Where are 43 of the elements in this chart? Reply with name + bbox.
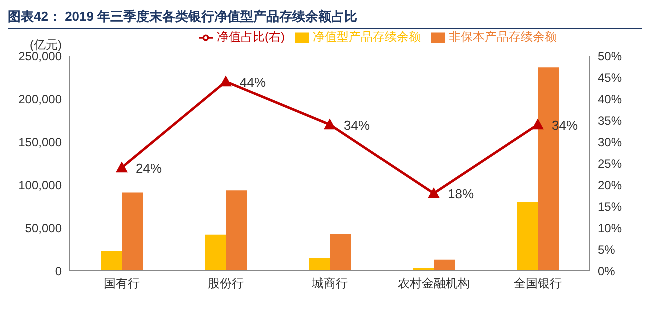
bar bbox=[122, 192, 144, 271]
point bbox=[220, 76, 232, 87]
y2-tick-label: 50% bbox=[598, 49, 622, 64]
y2-tick-label: 25% bbox=[598, 156, 622, 171]
y-tick-label: 0 bbox=[55, 264, 62, 278]
data-label: 34% bbox=[344, 118, 370, 133]
y2-tick-label: 20% bbox=[598, 178, 622, 192]
y2-tick-label: 45% bbox=[598, 70, 622, 85]
bar bbox=[330, 234, 352, 271]
y2-tick-label: 0% bbox=[598, 264, 616, 278]
x-tick-label: 全国银行 bbox=[514, 276, 562, 291]
legend-label: 净值型产品存续余额 bbox=[313, 30, 421, 44]
y-tick-label: 100,000 bbox=[18, 178, 62, 192]
chart-title: 图表42： 2019 年三季度末各类银行净值型产品存续余额占比 bbox=[8, 8, 642, 29]
x-tick-label: 国有行 bbox=[104, 276, 140, 291]
data-label: 18% bbox=[448, 186, 474, 202]
data-label: 44% bbox=[240, 74, 266, 90]
bar bbox=[205, 234, 226, 271]
bar bbox=[434, 260, 456, 271]
bar bbox=[517, 202, 538, 271]
legend-label: 非保本产品存续余额 bbox=[449, 30, 557, 44]
bar bbox=[309, 258, 330, 271]
point bbox=[324, 118, 336, 130]
legend-label: 净值占比(右) bbox=[217, 30, 285, 44]
bar bbox=[226, 190, 248, 271]
bar bbox=[101, 251, 122, 271]
y2-tick-label: 35% bbox=[598, 114, 622, 128]
y-tick-label: 50,000 bbox=[25, 221, 62, 236]
x-tick-label: 农村金融机构 bbox=[398, 276, 470, 291]
point bbox=[428, 188, 440, 198]
data-label: 24% bbox=[136, 160, 162, 176]
x-tick-label: 城商行 bbox=[311, 276, 348, 291]
y2-tick-label: 40% bbox=[598, 92, 622, 106]
y2-tick-label: 15% bbox=[598, 200, 622, 214]
x-tick-label: 股份行 bbox=[208, 276, 244, 291]
y-tick-label: 200,000 bbox=[18, 92, 62, 106]
y-axis-title: (亿元) bbox=[30, 37, 62, 52]
y-tick-label: 150,000 bbox=[18, 135, 62, 150]
point bbox=[116, 162, 128, 173]
y2-tick-label: 30% bbox=[598, 135, 622, 150]
y2-tick-label: 10% bbox=[598, 221, 622, 236]
point bbox=[532, 118, 544, 130]
y2-tick-label: 5% bbox=[598, 242, 616, 257]
